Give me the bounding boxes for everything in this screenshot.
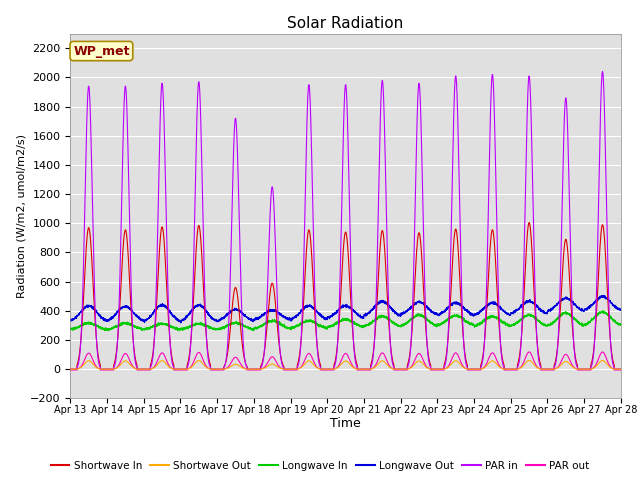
Y-axis label: Radiation (W/m2, umol/m2/s): Radiation (W/m2, umol/m2/s) [16,134,26,298]
Title: Solar Radiation: Solar Radiation [287,16,404,31]
Text: WP_met: WP_met [73,45,130,58]
Legend: Shortwave In, Shortwave Out, Longwave In, Longwave Out, PAR in, PAR out: Shortwave In, Shortwave Out, Longwave In… [47,456,593,475]
X-axis label: Time: Time [330,418,361,431]
